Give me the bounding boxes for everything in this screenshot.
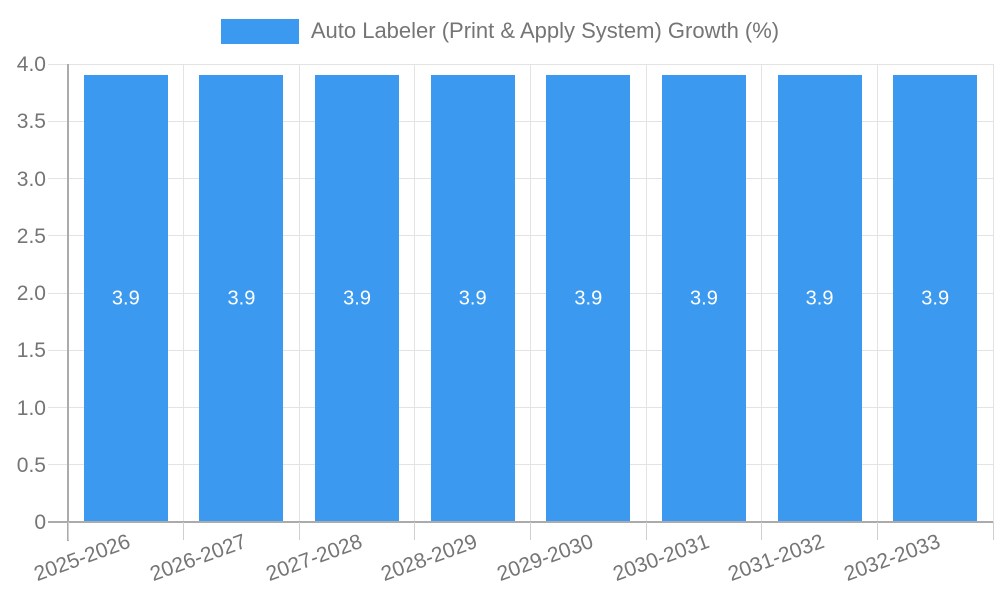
y-axis-tick-label: 3.5 — [16, 110, 46, 134]
x-axis-tick — [645, 522, 647, 540]
bar-value-label: 3.9 — [111, 287, 140, 310]
y-axis-tick-label: 0 — [34, 511, 46, 534]
bar: 3.9 — [83, 75, 168, 522]
bar-value-label: 3.9 — [921, 287, 950, 310]
legend-label: Auto Labeler (Print & Apply System) Grow… — [310, 18, 780, 43]
bar: 3.9 — [893, 75, 978, 522]
x-gridline — [183, 64, 185, 522]
y-axis-tick-label: 4.0 — [16, 53, 46, 76]
bar-value-label: 3.9 — [690, 287, 718, 310]
y-axis-tick-label: 1.5 — [16, 339, 46, 363]
x-gridline — [298, 64, 300, 522]
y-gridline — [48, 120, 993, 122]
bar: 3.9 — [777, 75, 862, 522]
x-axis-tick — [992, 522, 994, 540]
y-gridline — [48, 292, 993, 294]
bar: 3.9 — [199, 75, 284, 522]
x-gridline — [992, 64, 994, 522]
y-gridline — [48, 407, 993, 408]
y-axis-tick-label: 3.0 — [16, 167, 46, 191]
chart-legend: Auto Labeler (Print & Apply System) Grow… — [0, 18, 1000, 44]
bar-value-label: 3.9 — [574, 287, 603, 310]
bar-value-label: 3.9 — [805, 287, 834, 310]
x-axis-tick — [414, 522, 416, 540]
x-gridline — [761, 64, 763, 522]
bar-value-label: 3.9 — [343, 287, 371, 310]
plot-area: 3.9 3.9 3.9 3.9 3.9 3.9 3.9 3.9 — [48, 63, 994, 523]
y-axis-tick-label: 2.5 — [16, 224, 46, 248]
bar-value-label: 3.9 — [227, 287, 256, 310]
x-axis-tick — [876, 522, 878, 540]
x-axis-tick — [67, 522, 69, 540]
y-axis-tick-label: 2.0 — [16, 282, 46, 305]
y-gridline — [48, 178, 993, 179]
legend-item[interactable]: Auto Labeler (Print & Apply System) Grow… — [220, 18, 780, 44]
y-axis-line — [67, 64, 69, 541]
x-axis-label: 2032-2033 — [0, 530, 943, 586]
x-axis-tick — [298, 522, 300, 540]
y-gridline — [48, 235, 993, 237]
x-gridline — [414, 64, 416, 522]
y-gridline — [48, 63, 993, 65]
x-gridline — [876, 64, 878, 522]
bar: 3.9 — [315, 75, 400, 522]
y-axis-tick-label: 0.5 — [16, 453, 46, 477]
y-axis-tick-label: 1.0 — [16, 396, 46, 420]
x-axis-tick — [530, 522, 531, 540]
x-gridline — [645, 64, 647, 522]
bar: 3.9 — [661, 75, 746, 522]
y-gridline — [48, 349, 993, 351]
x-axis-tick — [183, 522, 185, 540]
y-gridline — [48, 464, 993, 466]
x-axis-tick — [761, 522, 763, 540]
bar: 3.9 — [430, 75, 515, 522]
bar: 3.9 — [546, 75, 631, 522]
bar-value-label: 3.9 — [458, 287, 487, 310]
x-gridline — [530, 64, 531, 522]
x-axis-label-text: 2032-2033 — [840, 530, 944, 586]
legend-swatch-icon — [220, 18, 299, 44]
x-axis-line — [48, 521, 993, 523]
